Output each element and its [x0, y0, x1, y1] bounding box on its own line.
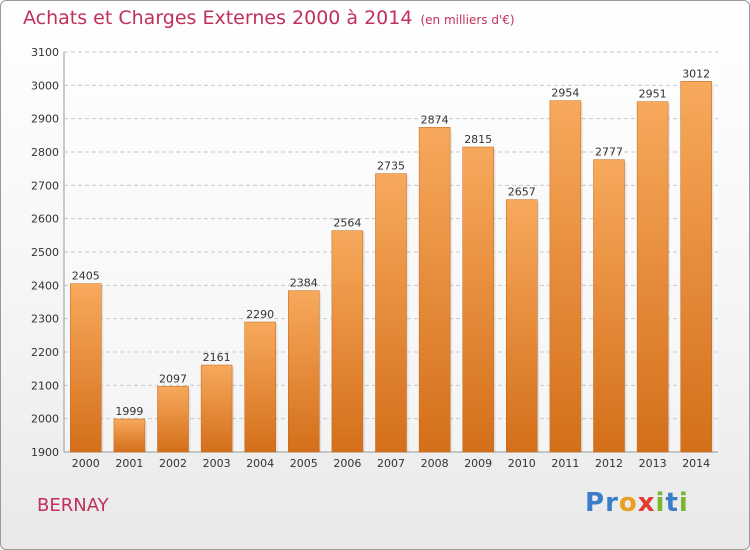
bar	[70, 283, 102, 453]
bar	[331, 230, 364, 453]
x-tick-label: 2003	[203, 457, 231, 470]
y-tick-label: 2000	[31, 413, 59, 426]
bar	[549, 100, 582, 453]
y-tick-label: 2800	[31, 146, 59, 159]
x-tick-label: 2012	[595, 457, 623, 470]
x-tick-label: 2004	[246, 457, 274, 470]
x-tick-label: 2009	[464, 457, 492, 470]
x-tick-label: 2000	[72, 457, 100, 470]
y-tick-label: 2600	[31, 213, 59, 226]
bar	[636, 101, 669, 453]
logo-letter: i	[655, 488, 666, 518]
logo-letter: P	[585, 488, 606, 518]
logo-letter: i	[678, 488, 689, 518]
bar	[462, 146, 494, 453]
bar-value-label: 2951	[639, 88, 667, 101]
bar-value-label: 2097	[159, 372, 187, 385]
bar-value-label: 2290	[246, 308, 274, 321]
x-tick-label: 2001	[115, 457, 143, 470]
bar-value-label: 2874	[421, 113, 449, 126]
title-text: Achats et Charges Externes 2000 à 2014	[23, 7, 413, 29]
logo-letter: o	[618, 488, 638, 518]
bar	[418, 127, 451, 453]
y-tick-label: 2200	[31, 346, 59, 359]
x-tick-label: 2010	[508, 457, 536, 470]
x-tick-label: 2013	[639, 457, 667, 470]
bar	[113, 418, 146, 453]
y-tick-label: 3000	[31, 79, 59, 92]
bar	[593, 159, 625, 453]
bar-value-label: 2657	[508, 186, 536, 199]
logo-letter: t	[665, 488, 679, 518]
x-tick-label: 2002	[159, 457, 187, 470]
logo-letter: x	[637, 488, 656, 518]
bar	[680, 81, 712, 453]
bar-value-label: 1999	[115, 405, 143, 418]
y-tick-label: 2500	[31, 246, 59, 259]
bar	[157, 386, 189, 453]
bar-value-label: 2735	[377, 160, 405, 173]
y-tick-label: 2300	[31, 313, 59, 326]
x-tick-label: 2005	[290, 457, 318, 470]
y-tick-label: 1900	[31, 446, 59, 459]
x-tick-label: 2006	[333, 457, 361, 470]
bar-value-label: 2564	[333, 217, 361, 230]
bar-value-label: 2384	[290, 277, 318, 290]
bar-value-label: 2405	[72, 270, 100, 283]
bar-value-label: 2815	[464, 133, 492, 146]
y-tick-label: 2100	[31, 379, 59, 392]
y-tick-label: 2400	[31, 279, 59, 292]
bar-value-label: 2954	[551, 87, 579, 100]
x-tick-label: 2007	[377, 457, 405, 470]
bar	[200, 364, 233, 453]
y-tick-label: 2900	[31, 113, 59, 126]
bar	[375, 173, 407, 453]
bar	[506, 199, 538, 453]
x-tick-label: 2014	[682, 457, 710, 470]
x-tick-label: 2008	[421, 457, 449, 470]
bar-value-label: 3012	[682, 67, 710, 80]
bar-value-label: 2161	[203, 351, 231, 364]
bar	[244, 321, 276, 453]
y-tick-label: 2700	[31, 179, 59, 192]
y-tick-label: 3100	[31, 46, 59, 59]
unit-label: (en milliers d'€)	[420, 13, 515, 27]
chart-title: Achats et Charges Externes 2000 à 2014 (e…	[23, 7, 515, 29]
logo-letter: r	[605, 488, 619, 518]
x-tick-label: 2011	[551, 457, 579, 470]
proxiti-logo: Proxiti	[585, 488, 689, 518]
bar	[288, 290, 320, 453]
bar-value-label: 2777	[595, 146, 623, 159]
place-name: BERNAY	[37, 495, 109, 516]
